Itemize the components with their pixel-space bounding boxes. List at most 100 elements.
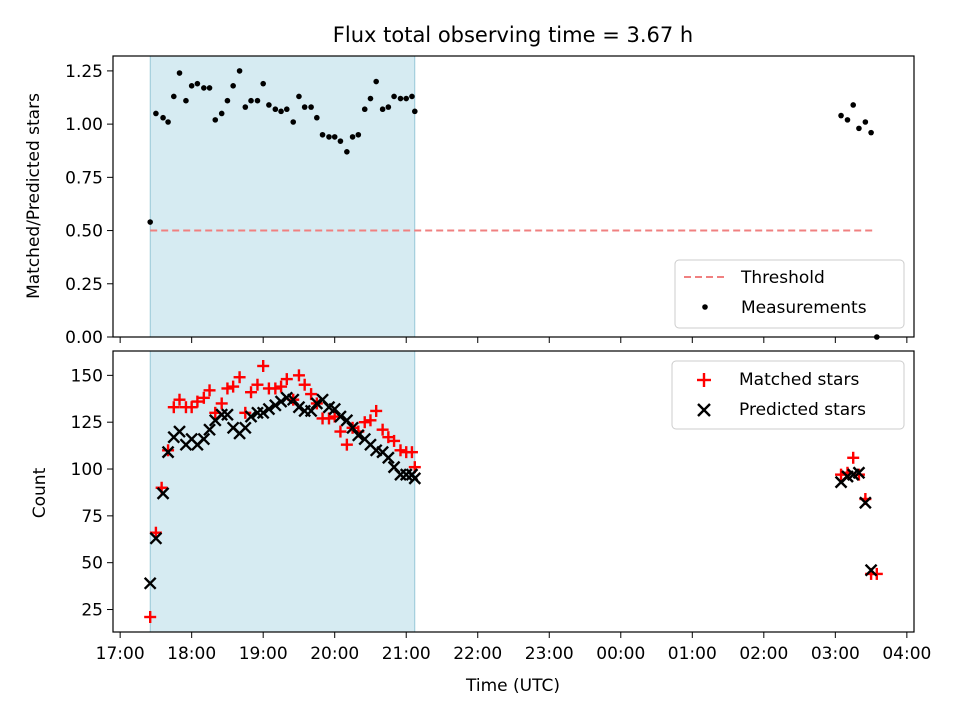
measurement-point xyxy=(242,104,249,110)
predicted-star-point xyxy=(310,397,324,410)
predicted-star-stroke-b xyxy=(351,428,365,442)
x-tick-label: 00:00 xyxy=(596,644,645,664)
top-y-tick-label: 0.50 xyxy=(65,222,103,242)
chart-title: Flux total observing time = 3.67 h xyxy=(333,23,693,47)
predicted-star-stroke-b xyxy=(286,393,300,407)
matched-star-point xyxy=(215,397,228,410)
predicted-star-stroke-b xyxy=(292,400,306,414)
predicted-star-stroke-b xyxy=(185,432,199,446)
predicted-star-stroke-b xyxy=(310,397,324,410)
predicted-star-point xyxy=(203,423,216,437)
x-tick-label: 02:00 xyxy=(739,644,788,664)
measurement-point xyxy=(367,95,374,102)
matched-star-point xyxy=(269,382,282,395)
measurement-point xyxy=(153,110,159,117)
x-tick-label: 01:00 xyxy=(668,644,717,664)
predicted-star-stroke-b xyxy=(358,432,372,446)
measurement-point xyxy=(319,131,326,138)
legend-matched-swatch xyxy=(697,373,711,387)
matched-star-point xyxy=(870,567,883,580)
matched-star-point xyxy=(405,446,418,459)
predicted-star-stroke-b xyxy=(238,421,252,435)
bottom-legend-box xyxy=(671,360,905,430)
measurement-point xyxy=(326,134,332,140)
matched-star-point xyxy=(280,373,293,386)
predicted-star-stroke-b xyxy=(304,404,318,418)
bottom-y-tick-label: 125 xyxy=(71,413,103,433)
matched-star-point xyxy=(251,378,264,391)
measurement-point xyxy=(224,97,231,104)
predicted-star-stroke-b xyxy=(334,410,347,423)
predicted-star-stroke-b xyxy=(364,438,377,452)
matched-star-point xyxy=(167,401,180,414)
measurement-point xyxy=(331,134,338,140)
predicted-star-stroke-b xyxy=(256,406,270,420)
matched-star-point xyxy=(370,404,383,417)
top-y-tick-label: 1.25 xyxy=(65,62,103,82)
measurement-point xyxy=(160,114,166,121)
predicted-star-stroke-b xyxy=(197,432,211,446)
predicted-star-point xyxy=(274,395,288,408)
measurement-point xyxy=(147,219,153,225)
predicted-star-stroke-b xyxy=(340,413,354,427)
measurement-point xyxy=(314,114,320,121)
legend-predicted-label: Predicted stars xyxy=(739,400,866,420)
measurement-point xyxy=(850,102,857,108)
x-tick-label: 19:00 xyxy=(239,644,288,664)
measurement-point xyxy=(260,80,266,87)
matched-star-point xyxy=(334,425,347,438)
predicted-star-point xyxy=(346,421,359,435)
matched-star-point xyxy=(221,382,234,395)
predicted-star-point xyxy=(859,496,872,510)
measurement-point xyxy=(856,125,862,132)
predicted-star-stroke-b xyxy=(244,410,258,423)
matched-star-point xyxy=(227,380,240,393)
bottom-x-ticks: 17:00 18:00 19:00 20:00 21:00 22:00 23:00 00:00… xyxy=(96,632,931,664)
legend-measurements-label: Measurements xyxy=(741,298,867,318)
predicted-star-point xyxy=(156,487,170,500)
predicted-star-stroke-b xyxy=(143,576,157,590)
predicted-star-point xyxy=(351,428,365,442)
predicted-star-point xyxy=(173,425,186,438)
measurement-point xyxy=(212,117,219,123)
x-axis-label: Time (UTC) xyxy=(465,676,560,696)
measurement-point xyxy=(278,108,284,115)
legend-measurements-swatch xyxy=(702,304,708,310)
predicted-star-point xyxy=(286,393,300,407)
bottom-y-tick-label: 100 xyxy=(71,460,103,480)
predicted-star-stroke-b xyxy=(262,402,276,416)
predicted-star-point xyxy=(268,398,282,412)
measurement-point xyxy=(385,104,392,110)
top-legend: Threshold Measurements xyxy=(674,259,905,329)
matched-star-point xyxy=(275,380,288,393)
measurement-point xyxy=(206,85,213,91)
measurement-point xyxy=(838,112,844,119)
matched-star-point xyxy=(197,391,210,404)
measurement-point xyxy=(391,93,397,100)
predicted-star-point xyxy=(864,563,878,577)
measurement-point xyxy=(361,106,368,113)
measurement-point xyxy=(170,93,177,100)
predicted-star-stroke-b xyxy=(387,460,401,474)
x-tick-label: 17:00 xyxy=(96,644,145,664)
top-y-tick-label: 0.00 xyxy=(65,328,103,348)
predicted-star-stroke-b xyxy=(859,496,872,510)
x-tick-label: 04:00 xyxy=(882,644,931,664)
x-tick-label: 22:00 xyxy=(453,644,502,664)
predicted-star-stroke-b xyxy=(369,443,383,457)
predicted-star-stroke-b xyxy=(852,466,866,480)
measurement-point xyxy=(308,104,314,110)
measurement-point xyxy=(194,80,201,87)
predicted-star-point xyxy=(238,421,252,435)
measurement-point xyxy=(296,93,302,100)
x-tick-label: 20:00 xyxy=(310,644,359,664)
matched-star-point xyxy=(239,406,252,419)
matched-star-point xyxy=(322,412,335,425)
matched-star-point xyxy=(245,386,258,399)
measurement-point xyxy=(188,83,195,89)
predicted-stars-points xyxy=(143,391,878,590)
matched-star-point xyxy=(340,438,353,451)
predicted-star-point xyxy=(340,413,354,427)
matched-star-point xyxy=(162,444,175,457)
